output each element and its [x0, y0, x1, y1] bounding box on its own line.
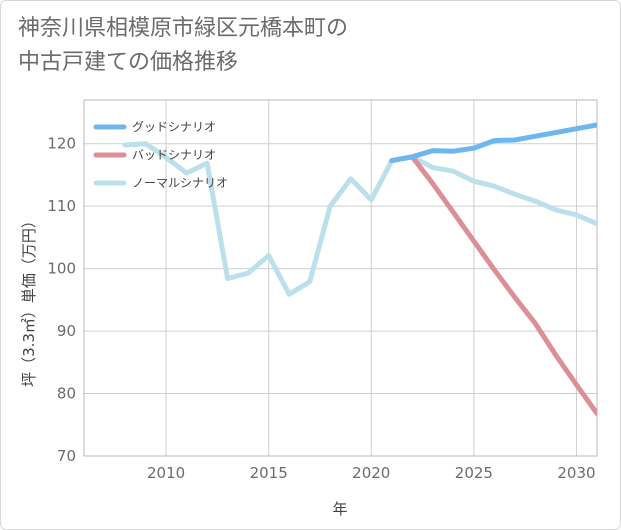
- y-tick-label: 120: [47, 135, 76, 153]
- x-tick-label: 2010: [147, 464, 185, 482]
- axis-ticks: 2010 2015 2020 2025 2030 70 80 90 100 110 120: [47, 135, 595, 482]
- plot-border: [83, 99, 598, 457]
- legend-label: グッドシナリオ: [132, 120, 216, 134]
- legend-label: ノーマルシナリオ: [132, 176, 228, 190]
- y-tick-label: 100: [47, 260, 76, 278]
- chart-title-line-2: 中古戸建ての価格推移: [18, 50, 239, 75]
- x-tick-label: 2020: [352, 464, 390, 482]
- legend-item-good[interactable]: グッドシナリオ: [93, 120, 216, 134]
- series-layer: [122, 122, 597, 416]
- legend-label: バッドシナリオ: [132, 148, 216, 162]
- x-tick-label: 2030: [557, 464, 595, 482]
- y-tick-label: 110: [47, 197, 76, 215]
- legend-item-normal[interactable]: ノーマルシナリオ: [93, 176, 228, 190]
- series-line-good: [389, 122, 597, 164]
- series-line-normal: [122, 141, 597, 297]
- x-tick-label: 2025: [455, 464, 493, 482]
- plot-frame: [83, 99, 598, 457]
- x-axis-label: 年: [332, 500, 347, 518]
- chart-title: 神奈川県相模原市緑区元橋本町の 中古戸建ての価格推移: [18, 12, 348, 80]
- y-tick-label: 90: [57, 322, 76, 340]
- series-line-bad: [389, 154, 597, 416]
- grid: [84, 100, 597, 457]
- y-axis-label: 坪（3.3㎡）単価（万円）: [20, 213, 38, 387]
- y-tick-label: 70: [57, 447, 76, 465]
- chart-title-line-1: 神奈川県相模原市緑区元橋本町の: [18, 16, 349, 41]
- y-tick-label: 80: [57, 385, 76, 403]
- x-tick-label: 2015: [250, 464, 288, 482]
- legend-item-bad[interactable]: バッドシナリオ: [93, 148, 216, 162]
